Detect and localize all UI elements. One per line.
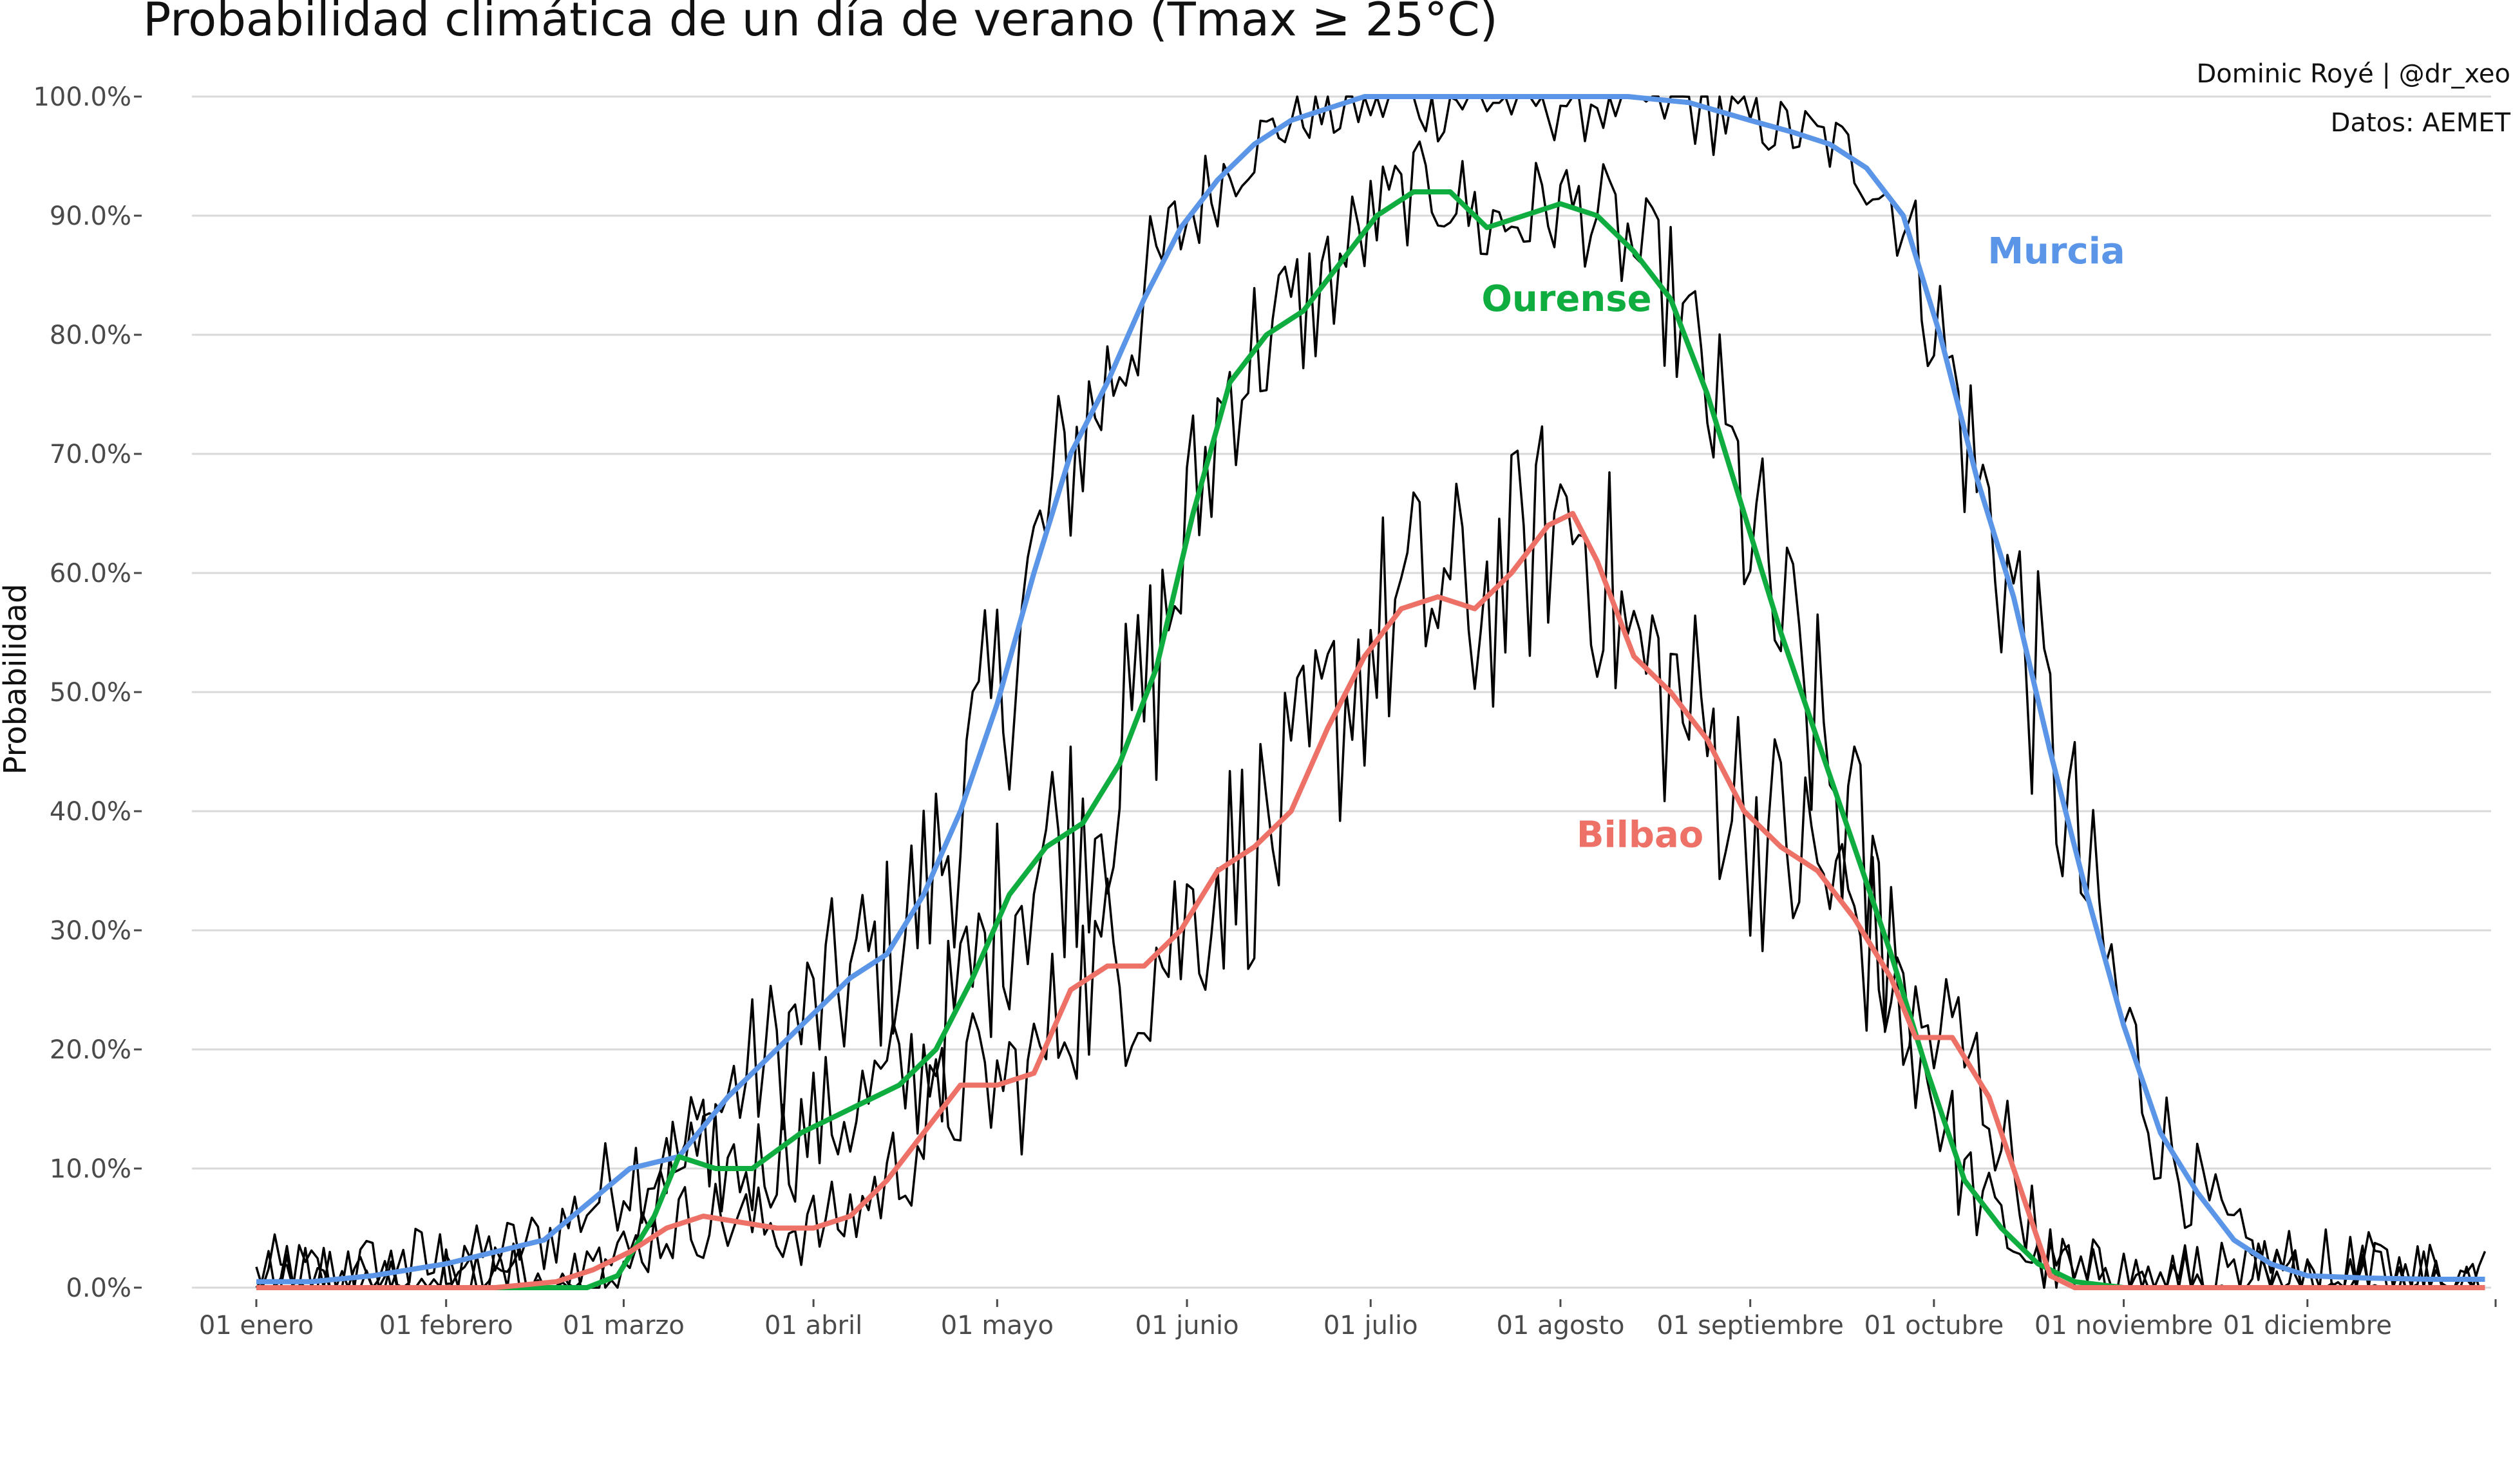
x-tick-label: 01 abril: [764, 1311, 862, 1340]
series-line-ourense: [256, 189, 2485, 1290]
series-label-murcia: Murcia: [1987, 230, 2125, 272]
y-tick-label: 80.0%: [50, 321, 131, 350]
chart-title: Probabilidad climática de un día de vera…: [143, 0, 1498, 46]
x-tick-label: 01 marzo: [563, 1311, 685, 1340]
x-tick-label: 01 mayo: [941, 1311, 1054, 1340]
daily-line-murcia: [255, 95, 2485, 1289]
x-tick-label: 01 enero: [199, 1311, 314, 1340]
x-tick-label: 01 noviembre: [2034, 1311, 2213, 1340]
y-tick-label: 90.0%: [50, 202, 131, 231]
y-tick-label: 30.0%: [50, 916, 131, 946]
y-tick-label: 60.0%: [50, 559, 131, 588]
y-axis-title: Probabilidad: [0, 584, 33, 775]
x-axis-ticks: 01 enero 01 febrero 01 marzo 01 abril 01 may…: [199, 1299, 2497, 1340]
series-label-bilbao: Bilbao: [1577, 814, 1703, 856]
y-axis-ticks: 0.0% 10.0% 20.0% 30.0% 40.0% 50.0% 60.0% 70.0% 8…: [33, 82, 142, 1303]
daily-line-ourense: [256, 140, 2485, 1289]
gridlines: [192, 95, 2491, 1289]
y-tick-label: 0.0%: [66, 1273, 131, 1303]
y-tick-label: 20.0%: [50, 1035, 131, 1065]
caption-source: Datos: AEMET: [2330, 108, 2510, 138]
series-line-murcia: [256, 94, 2485, 1284]
series-lines: [256, 94, 2485, 1290]
y-tick-label: 50.0%: [50, 678, 131, 708]
x-tick-label: 01 julio: [1323, 1311, 1418, 1340]
series-label-ourense: Ourense: [1481, 278, 1651, 320]
y-tick-label: 40.0%: [50, 797, 131, 827]
y-tick-label: 10.0%: [50, 1154, 131, 1184]
y-tick-label: 100.0%: [33, 82, 131, 112]
x-tick-label: 01 octubre: [1864, 1311, 2004, 1340]
y-tick-label: 70.0%: [50, 440, 131, 469]
x-tick-label: 01 junio: [1135, 1311, 1239, 1340]
x-tick-label: 01 febrero: [379, 1311, 513, 1340]
caption-author: Dominic Royé | @dr_xeo: [2196, 59, 2510, 89]
x-tick-label: 01 septiembre: [1656, 1311, 1843, 1340]
series-labels: Murcia Ourense Bilbao: [1481, 230, 2125, 856]
series-line-bilbao: [256, 511, 2485, 1290]
x-tick-label: 01 diciembre: [2223, 1311, 2392, 1340]
x-tick-label: 01 agosto: [1496, 1311, 1624, 1340]
